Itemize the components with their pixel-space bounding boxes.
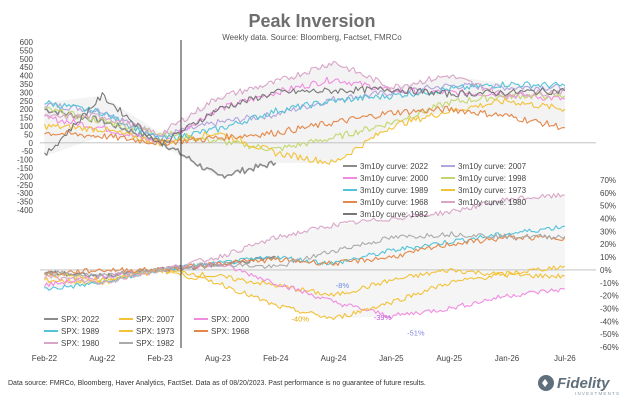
curve-y-tick-label: -300 xyxy=(17,189,34,198)
spx-legend-label: SPX: 2000 xyxy=(211,315,250,324)
spx-legend-label: SPX: 1973 xyxy=(136,327,175,336)
spx-legend: SPX: 2022 SPX: 2007 SPX: 2000 SPX: 1989 SPX:… xyxy=(44,315,250,348)
curve-y-tick-label: 0 xyxy=(29,139,34,148)
curve-y-tick-label: -150 xyxy=(17,164,34,173)
chart-subtitle: Weekly data. Source: Bloomberg, Factset,… xyxy=(222,33,402,42)
curve-legend-label: 3m10y curve: 1973 xyxy=(458,186,527,195)
x-tick-label: Jan-26 xyxy=(495,354,520,363)
spx-legend-label: SPX: 2007 xyxy=(136,315,175,324)
x-tick-label: Jan-25 xyxy=(379,354,404,363)
x-tick-label: Feb-24 xyxy=(263,354,289,363)
curve-y-tick-label: -250 xyxy=(17,181,34,190)
spx-series-line xyxy=(43,192,566,285)
x-tick-label: Aug-22 xyxy=(89,354,115,363)
curve-y-tick-label: 100 xyxy=(20,122,34,131)
spx-series-lines xyxy=(43,192,566,321)
curve-y-tick-label: 550 xyxy=(20,46,34,55)
x-tick-label: Aug-24 xyxy=(321,354,347,363)
curve-series-line xyxy=(44,92,566,152)
x-tick-label: Feb-23 xyxy=(147,354,173,363)
zero-lines xyxy=(40,142,596,271)
curve-legend-label: 3m10y curve: 1968 xyxy=(360,198,429,207)
curve-y-tick-label: 300 xyxy=(20,88,34,97)
fidelity-logo-subtext: INVESTMENTS xyxy=(575,391,620,396)
x-tick-label: Feb-22 xyxy=(32,354,58,363)
spx-y-axis: 70% 60% 50% 40% 30% 20% 10% 0% -10% -20% -30% -40% -… xyxy=(600,176,619,352)
curve-series-line xyxy=(44,105,565,146)
curve-y-tick-label: 600 xyxy=(20,38,34,47)
curve-legend-label: 3m10y curve: 2007 xyxy=(458,162,527,171)
curve-legend-label: 3m10y curve: 1982 xyxy=(360,210,429,219)
curve-series-line xyxy=(44,60,566,137)
spx-y-tick-label: 70% xyxy=(600,176,616,185)
curve-legend-label: 3m10y curve: 1998 xyxy=(458,174,527,183)
spx-series-line xyxy=(43,261,566,320)
spx-legend-label: SPX: 1982 xyxy=(136,339,175,348)
spx-series-line xyxy=(44,231,566,278)
x-tick-label: Jul-26 xyxy=(554,354,576,363)
curve-y-axis: 600550500450400350300250200150100500-50-… xyxy=(17,38,34,215)
fidelity-logo-text: Fidelity xyxy=(557,375,610,392)
spx-y-tick-label: 40% xyxy=(600,215,616,224)
spx-legend-label: SPX: 1989 xyxy=(61,327,100,336)
curve-series-line xyxy=(44,86,566,156)
curve-y-tick-label: -400 xyxy=(17,206,34,215)
curve-y-tick-label: -50 xyxy=(21,147,33,156)
spx-y-tick-label: -40% xyxy=(600,317,619,326)
spx-y-tick-label: -20% xyxy=(600,292,619,301)
drawdown-annotation: -39% xyxy=(374,313,392,322)
curve-y-tick-label: 350 xyxy=(20,80,34,89)
drawdown-annotation: -40% xyxy=(291,314,309,323)
curve-y-tick-label: 450 xyxy=(20,63,34,72)
curve-y-tick-label: -100 xyxy=(17,156,34,165)
x-axis: Feb-22 Aug-22 Feb-23 Aug-23 Feb-24 Aug-24 Jan-… xyxy=(32,354,577,363)
x-tick-label: Aug-23 xyxy=(205,354,231,363)
spx-y-tick-label: 0% xyxy=(600,266,612,275)
curve-y-tick-label: -200 xyxy=(17,172,34,181)
x-tick-label: Aug-25 xyxy=(436,354,462,363)
spx-legend-label: SPX: 1980 xyxy=(61,339,100,348)
spx-y-tick-label: 50% xyxy=(600,202,616,211)
curve-y-tick-label: 500 xyxy=(20,55,34,64)
drawdown-annotation: -51% xyxy=(407,328,425,337)
curve-y-tick-label: 200 xyxy=(20,105,34,114)
curve-legend-label: 3m10y curve: 1989 xyxy=(360,186,429,195)
curve-y-tick-label: -350 xyxy=(17,198,34,207)
drawdown-annotations: -8% -40% -39% -51% xyxy=(291,281,424,338)
curve-legend-label: 3m10y curve: 1980 xyxy=(458,198,527,207)
curve-legend: 3m10y curve: 2022 3m10y curve: 2007 3m10y … xyxy=(343,162,527,219)
curve-legend-label: 3m10y curve: 2000 xyxy=(360,174,429,183)
spx-legend-label: SPX: 2022 xyxy=(61,315,100,324)
spx-y-tick-label: 10% xyxy=(600,253,616,262)
chart-title: Peak Inversion xyxy=(248,11,375,31)
spx-y-tick-label: -10% xyxy=(600,279,619,288)
spx-legend-label: SPX: 1968 xyxy=(211,327,250,336)
curve-y-tick-label: 400 xyxy=(20,72,34,81)
fidelity-logo-mark-inner xyxy=(542,379,548,387)
spx-y-tick-label: -50% xyxy=(600,330,619,339)
drawdown-annotation: -8% xyxy=(336,281,350,290)
spx-y-tick-label: -60% xyxy=(600,343,619,352)
curve-y-tick-label: 50 xyxy=(24,130,33,139)
fidelity-logo: Fidelity INVESTMENTS xyxy=(538,375,620,396)
spx-y-tick-label: 20% xyxy=(600,240,616,249)
curve-y-tick-label: 150 xyxy=(20,114,34,123)
curve-series-line xyxy=(43,97,566,165)
spx-y-tick-label: -30% xyxy=(600,304,619,313)
curve-series-lines xyxy=(43,60,566,179)
source-note: Data source: FMRCo, Bloomberg, Haver Ana… xyxy=(8,380,426,387)
spx-y-tick-label: 30% xyxy=(600,227,616,236)
spx-series-line xyxy=(43,234,566,277)
curve-y-tick-label: 250 xyxy=(20,97,34,106)
curve-legend-label: 3m10y curve: 2022 xyxy=(360,162,429,171)
spx-y-tick-label: 60% xyxy=(600,189,616,198)
